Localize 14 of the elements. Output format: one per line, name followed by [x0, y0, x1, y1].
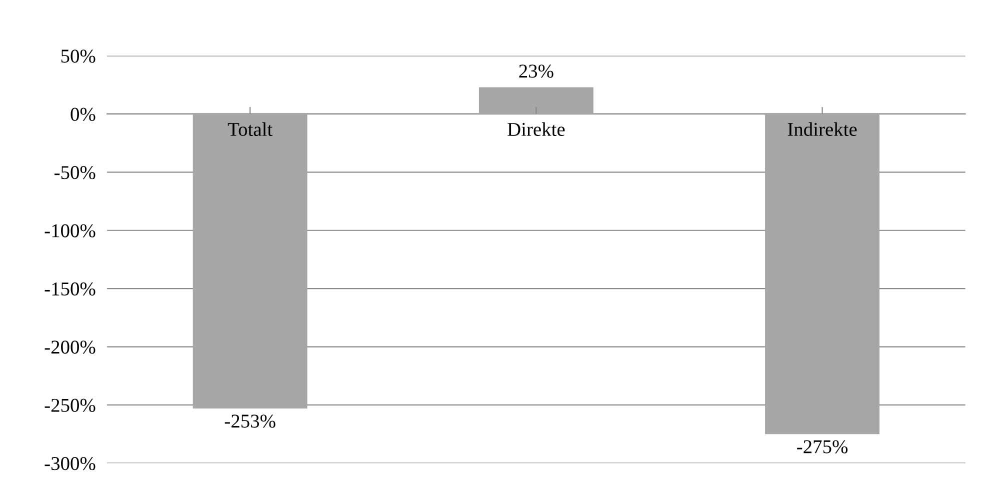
- x-tick-label: Totalt: [228, 122, 273, 136]
- y-tick-label: -200%: [44, 340, 96, 354]
- y-tick-label: -300%: [44, 456, 96, 470]
- y-tick-label: -50%: [54, 166, 96, 180]
- y-tick-label: -100%: [44, 224, 96, 238]
- y-tick-label: 50%: [61, 50, 96, 63]
- x-tick-label: Indirekte: [788, 122, 857, 136]
- y-tick-label: -250%: [44, 398, 96, 412]
- x-tick-label: Direkte: [508, 122, 565, 136]
- y-tick-label: -150%: [44, 282, 96, 296]
- y-tick-label: 0%: [70, 108, 96, 121]
- data-label: -275%: [797, 440, 848, 454]
- data-label: 23%: [519, 64, 554, 78]
- data-label: -253%: [224, 414, 276, 428]
